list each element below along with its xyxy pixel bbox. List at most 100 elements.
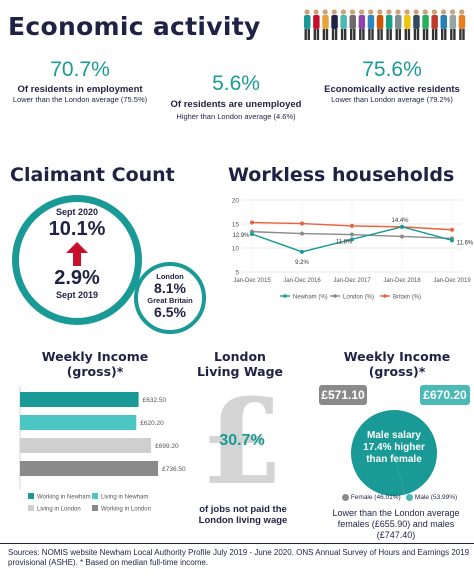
claimant-title: Claimant Count [10,164,175,186]
person-leg [307,29,310,40]
weekly-income-pie-title: Weekly Income (gross)* [343,349,451,379]
person-body [385,15,393,29]
living-wage-title: London Living Wage [196,349,284,379]
london-gb-circle [134,262,206,334]
data-label: 11.6% [457,240,474,246]
series-point [300,249,304,254]
series-point [250,232,254,237]
male-salary-badge: £670.20 [420,385,470,405]
person-head [368,9,374,15]
series-point [250,220,254,225]
bar [20,392,139,407]
person-body [458,15,466,29]
person-body [322,15,329,29]
y-tick-label: 20 [232,198,240,205]
person-leg [453,29,456,40]
data-label: 9.2% [295,260,309,266]
series-point [350,223,354,228]
person-head [431,9,437,15]
stat-employment-sub: Lower than the London average (75.5%) [12,95,148,104]
person-leg [431,29,435,40]
person-head [450,9,456,15]
y-tick-label: 5 [235,270,239,277]
legend-label: London (%) [343,295,374,301]
stat-active-sub: Lower than London average (79.2%) [331,95,453,104]
stat-employment-label: Of residents in employment [17,84,143,95]
female-salary-badge: £571.10 [319,385,367,405]
person-leg [389,29,392,40]
x-tick-label: Jan-Dec 2017 [333,278,371,284]
series-point [350,237,354,242]
person-head [422,9,428,15]
person-leg [444,29,447,40]
person-leg [459,29,462,40]
stat-unemployment: 5.6% Of residents are unemployed Higher … [156,72,316,121]
person-body [431,15,438,29]
person-leg [377,29,380,40]
weekly-income-bars-title: Weekly Income (gross)* [41,349,149,379]
legend-label: Living in Newham [101,495,148,501]
legend-marker [283,294,287,298]
legend-swatch [28,493,34,499]
gb-label: Great Britain [147,296,193,305]
person-leg [304,29,307,40]
gender-pie-chart [350,410,437,496]
bar-value-label: £620.20 [140,420,164,427]
bar-value-label: £736.50 [162,466,186,473]
legend-label: Britain (%) [393,295,421,301]
person-head [331,9,337,15]
x-tick-label: Jan-Dec 2018 [383,278,421,284]
claimant-content: Sept 2020 10.1% 2.9% Sept 2019 [12,195,142,325]
male-legend-label: Male (53.99%) [414,494,458,502]
person-leg [313,29,316,40]
person-head [413,9,419,15]
person-leg [371,29,374,40]
claimant-circle [12,195,142,325]
person-body [440,15,447,29]
person-leg [362,29,365,40]
bar [20,438,152,453]
london-value: 8.1% [154,280,186,296]
person-leg [331,29,335,40]
person-head [395,9,401,15]
person-body [340,15,347,29]
person-body [313,15,320,29]
stat-active-label: Economically active residents [324,84,460,95]
bar [20,461,159,476]
person-body [349,15,356,29]
person-body [404,15,411,29]
legend-marker [383,294,387,298]
claimant-date-top: Sept 2020 [55,207,99,217]
series-point [300,221,304,226]
living-wage-value: 30.7% [219,432,265,449]
person-leg [407,29,411,40]
person-leg [340,29,344,40]
person-head [322,9,328,15]
x-tick-label: Jan-Dec 2016 [283,278,321,284]
person-leg [395,29,398,40]
legend-swatch [92,505,98,511]
female-legend-swatch [342,494,349,501]
legend-swatch [92,493,98,499]
pie-slice [394,410,437,495]
person-leg [322,29,326,40]
stat-employment: 70.7% Of residents in employment Lower t… [0,58,160,104]
person-leg [368,29,371,40]
bar-value-label: £632.50 [143,397,167,404]
person-head [404,9,410,15]
person-body [413,15,420,29]
page-title: Economic activity [8,12,261,41]
person-leg [416,29,420,40]
stat-active: 75.6% Economically active residents Lowe… [312,58,472,104]
series-point [450,238,454,243]
person-head [386,9,392,15]
people-illustration [304,9,466,40]
person-body [376,15,384,29]
person-leg [435,29,438,40]
data-label: 12.9% [232,233,250,239]
person-body [358,15,366,29]
london-gb-content: London 8.1% Great Britain 6.5% [134,262,206,334]
x-tick-label: Jan-Dec 2019 [433,278,471,284]
person-leg [425,29,429,40]
pie-slice [350,410,405,496]
